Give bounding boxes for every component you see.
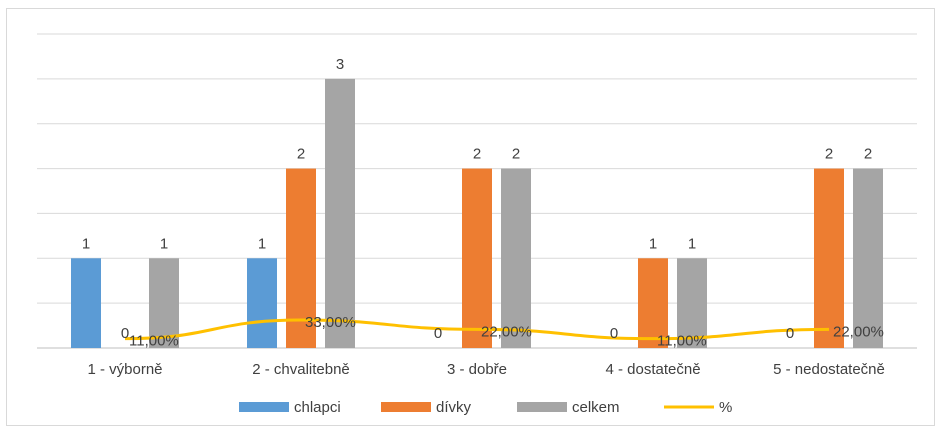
bar-chlapci-1 bbox=[71, 258, 101, 348]
data-label-chlapci-1: 1 bbox=[82, 235, 90, 252]
legend-item-chlapci: chlapci bbox=[239, 399, 341, 416]
data-label-celkem-2: 3 bbox=[336, 56, 344, 73]
chart-svg: 1 0 1 1 2 3 0 2 2 0 1 1 0 2 2 11,00% 33,00% 22,00% 11,00% 2… bbox=[37, 33, 917, 416]
legend-label: dívky bbox=[436, 399, 472, 416]
data-label-chlapci-4: 0 bbox=[610, 325, 618, 342]
data-label-celkem-4: 1 bbox=[688, 235, 696, 252]
data-label-dívky-4: 1 bbox=[649, 235, 657, 252]
bar-celkem-4 bbox=[677, 258, 707, 348]
data-label-dívky-1: 0 bbox=[121, 325, 129, 342]
legend-item-dívky: dívky bbox=[381, 399, 472, 416]
category-axis: 1 - výborně 2 - chvalitebně 3 - dobře 4 - d… bbox=[87, 361, 884, 378]
data-label-percent-1: 11,00% bbox=[129, 333, 179, 350]
bar-celkem-3 bbox=[501, 168, 531, 348]
category-label-1: 1 - výborně bbox=[87, 361, 162, 378]
data-label-dívky-2: 2 bbox=[297, 146, 305, 163]
category-label-3: 3 - dobře bbox=[447, 361, 507, 378]
data-label-chlapci-5: 0 bbox=[786, 325, 794, 342]
legend: chlapci dívky celkem% bbox=[239, 399, 732, 416]
line-series bbox=[124, 318, 830, 341]
bar-celkem-1 bbox=[149, 258, 179, 348]
data-label-dívky-5: 2 bbox=[825, 146, 833, 163]
legend-swatch bbox=[517, 402, 567, 412]
data-label-percent-5: 22,00% bbox=[833, 323, 884, 340]
bar-dívky-3 bbox=[462, 168, 492, 348]
data-label-chlapci-3: 0 bbox=[434, 325, 442, 342]
bar-series bbox=[71, 78, 883, 348]
bar-dívky-5 bbox=[814, 168, 844, 348]
legend-label: % bbox=[719, 399, 732, 416]
category-label-4: 4 - dostatečně bbox=[605, 361, 700, 378]
legend-label: celkem bbox=[572, 399, 620, 416]
data-label-celkem-1: 1 bbox=[160, 235, 168, 252]
chart-frame: 1 0 1 1 2 3 0 2 2 0 1 1 0 2 2 11,00% 33,00% 22,00% 11,00% 2… bbox=[6, 8, 935, 426]
data-label-celkem-5: 2 bbox=[864, 146, 872, 163]
legend-label: chlapci bbox=[294, 399, 341, 416]
category-label-5: 5 - nedostatečně bbox=[773, 361, 885, 378]
data-label-percent-2: 33,00% bbox=[305, 314, 356, 331]
data-label-chlapci-2: 1 bbox=[258, 235, 266, 252]
bar-chlapci-2 bbox=[247, 258, 277, 348]
bar-celkem-2 bbox=[325, 78, 355, 348]
data-label-dívky-3: 2 bbox=[473, 146, 481, 163]
data-label-percent-3: 22,00% bbox=[481, 323, 532, 340]
data-label-celkem-3: 2 bbox=[512, 146, 520, 163]
data-label-percent-4: 11,00% bbox=[657, 333, 707, 350]
bar-celkem-5 bbox=[853, 168, 883, 348]
legend-item-celkem: celkem bbox=[517, 399, 620, 416]
line-percent bbox=[124, 318, 830, 341]
legend-swatch bbox=[381, 402, 431, 412]
legend-item-%: % bbox=[664, 399, 732, 416]
category-label-2: 2 - chvalitebně bbox=[252, 361, 350, 378]
bar-dívky-4 bbox=[638, 258, 668, 348]
legend-swatch bbox=[239, 402, 289, 412]
bar-dívky-2 bbox=[286, 168, 316, 348]
data-labels: 1 0 1 1 2 3 0 2 2 0 1 1 0 2 2 11,00% 33,00% 22,00% 11,00% 2… bbox=[82, 56, 884, 350]
